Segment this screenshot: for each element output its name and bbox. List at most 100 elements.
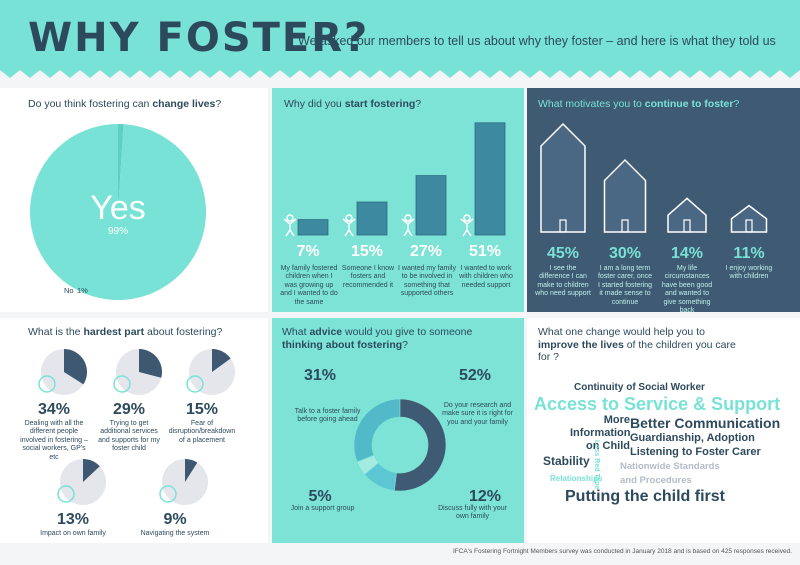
house xyxy=(667,197,707,233)
description: Trying to get additional services and su… xyxy=(98,420,160,453)
question-part: What is the xyxy=(28,326,84,338)
description: I wanted my family to be involved in som… xyxy=(398,265,456,298)
question-part: improve the lives xyxy=(538,338,624,351)
question-part: What one change would help you to xyxy=(538,326,705,338)
pie-slice xyxy=(30,124,207,300)
word: Nationwide Standards xyxy=(620,461,720,472)
word: Continuity of Social Worker xyxy=(574,382,705,393)
question-part: ? xyxy=(402,338,408,351)
question: Do you think fostering can change lives? xyxy=(28,98,268,111)
question: What advice would you give to someone th… xyxy=(282,326,512,351)
question-part: What xyxy=(282,326,310,338)
pie-slice xyxy=(83,459,100,482)
icon xyxy=(38,375,56,393)
bar xyxy=(356,201,388,236)
word: and Procedures xyxy=(620,475,692,486)
question-part: continue to foster xyxy=(644,98,734,110)
description: Navigating the system xyxy=(140,530,210,537)
title: WHY FOSTER? xyxy=(28,15,370,61)
donut-slice xyxy=(356,454,379,475)
header-band xyxy=(0,0,800,78)
icon xyxy=(460,218,474,237)
icon xyxy=(463,214,471,222)
question-part: start fostering xyxy=(344,98,416,110)
question-part: ? xyxy=(733,98,740,110)
question: What motivates you to continue to foster… xyxy=(538,98,788,111)
icon xyxy=(186,375,204,393)
pie-slice xyxy=(185,459,198,482)
percent: 27% xyxy=(409,243,443,260)
pie-slice xyxy=(64,349,88,385)
percent: 45% xyxy=(546,245,580,262)
pie-slice xyxy=(118,124,124,212)
percent: 30% xyxy=(608,245,642,262)
door xyxy=(621,219,629,233)
icon xyxy=(283,218,297,237)
percent: 52% xyxy=(458,367,492,384)
pie-label: Yes xyxy=(90,189,146,227)
description: Impact on own family xyxy=(40,530,106,537)
word: Better Communication xyxy=(630,415,781,431)
bar xyxy=(474,122,506,236)
word: Access to Service & Support xyxy=(534,394,781,414)
description: I wanted to work with children who neede… xyxy=(459,265,513,289)
bar xyxy=(297,219,329,236)
percent: 7% xyxy=(296,243,320,260)
word: Guardianship, Adoption xyxy=(630,432,755,444)
question-part: Do you think fostering can xyxy=(28,98,153,110)
question-part: of the children you care for ? xyxy=(538,338,736,364)
subtitle: We asked our members to tell us about wh… xyxy=(298,34,776,48)
word: More Information on Child xyxy=(570,414,631,453)
icon xyxy=(404,214,412,222)
question: What is the hardest part about fostering… xyxy=(28,326,268,339)
panel xyxy=(272,318,524,543)
donut-slice xyxy=(393,398,447,492)
percent: 14% xyxy=(670,245,704,262)
description: Dealing with all the different people in… xyxy=(20,420,88,461)
question: Why did you start fostering? xyxy=(284,98,514,111)
percent: 15% xyxy=(185,401,219,418)
question-part: change lives xyxy=(152,98,216,110)
door xyxy=(559,219,567,233)
description: I see the difference I can make to child… xyxy=(535,265,591,298)
question-part: Why did you xyxy=(284,98,345,110)
question-part: about fostering? xyxy=(144,326,223,338)
percent: 11% xyxy=(733,245,765,262)
percent: 31% xyxy=(303,367,337,384)
icon xyxy=(342,218,356,237)
description: Talk to a foster family before going ahe… xyxy=(294,408,361,424)
description: Do your research and make sure it is rig… xyxy=(442,402,513,426)
pie-label: No xyxy=(64,286,74,295)
question-part: ? xyxy=(415,98,422,110)
pie-slice xyxy=(139,348,163,378)
percent: 51% xyxy=(468,243,502,260)
description: Join a support group xyxy=(290,505,355,512)
house xyxy=(603,158,647,233)
word: Putting the child first xyxy=(565,488,725,505)
house xyxy=(540,122,586,233)
icon xyxy=(159,485,177,503)
question-part: thinking about fostering xyxy=(282,338,403,351)
question-part: ? xyxy=(215,98,222,110)
percent: 13% xyxy=(56,511,90,528)
pie-slice xyxy=(212,349,231,372)
description: My life circumstances have been good and… xyxy=(661,265,713,314)
percent: 34% xyxy=(37,401,71,418)
pie-value: 99% xyxy=(107,226,128,237)
percent: 5% xyxy=(308,488,332,505)
question: What one change would help you to improv… xyxy=(538,326,738,364)
icon xyxy=(57,485,75,503)
percent: 12% xyxy=(468,488,502,505)
description: I enjoy working with children xyxy=(725,265,773,281)
word: Relationships xyxy=(550,474,603,483)
description: Fear of disruption/breakdown of a placem… xyxy=(168,420,236,444)
word: Listening to Foster Carer xyxy=(630,446,761,458)
door xyxy=(745,219,753,233)
house xyxy=(730,204,768,233)
bar xyxy=(415,175,447,236)
question-part: would you give to someone xyxy=(342,326,473,338)
percent: 15% xyxy=(350,243,384,260)
pie-value: 1% xyxy=(77,286,88,295)
icon xyxy=(345,214,353,222)
